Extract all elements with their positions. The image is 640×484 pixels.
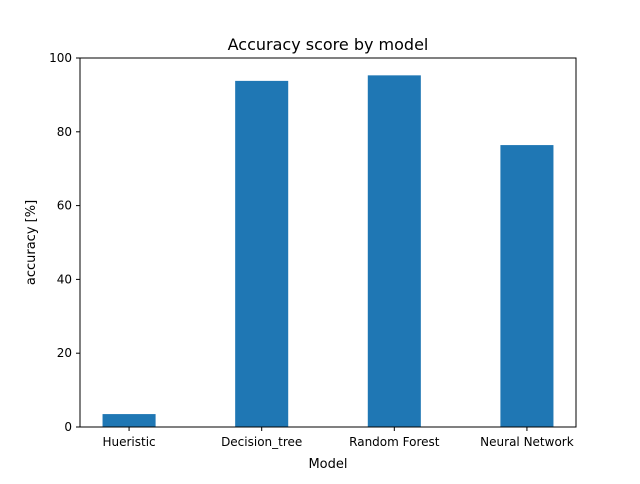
- plot-area: [80, 58, 576, 427]
- bar-1: [235, 80, 289, 428]
- x-tick-label: Random Forest: [349, 435, 440, 449]
- y-axis-label: accuracy [%]: [24, 200, 39, 285]
- x-tick-label: Hueristic: [102, 435, 155, 449]
- y-axis-ticks: 0 20 40 60 80 100: [49, 51, 80, 434]
- bar-0: [102, 414, 156, 427]
- chart-title: Accuracy score by model: [228, 35, 429, 54]
- y-tick-label: 0: [64, 420, 72, 434]
- x-axis-label: Model: [308, 457, 347, 472]
- y-tick-label: 60: [57, 199, 72, 213]
- bar-3: [500, 145, 554, 428]
- plot-frame: [79, 57, 577, 428]
- x-tick-label: Decision_tree: [221, 435, 302, 449]
- bars-group: [102, 75, 554, 428]
- y-tick-label: 40: [57, 272, 72, 286]
- y-tick-label: 20: [57, 346, 72, 360]
- y-tick-label: 80: [57, 125, 72, 139]
- bar-2: [367, 75, 421, 427]
- y-tick-label: 100: [49, 51, 72, 65]
- x-axis-ticks: Hueristic Decision_tree Random Forest Neura…: [102, 427, 574, 449]
- x-tick-label: Neural Network: [480, 435, 574, 449]
